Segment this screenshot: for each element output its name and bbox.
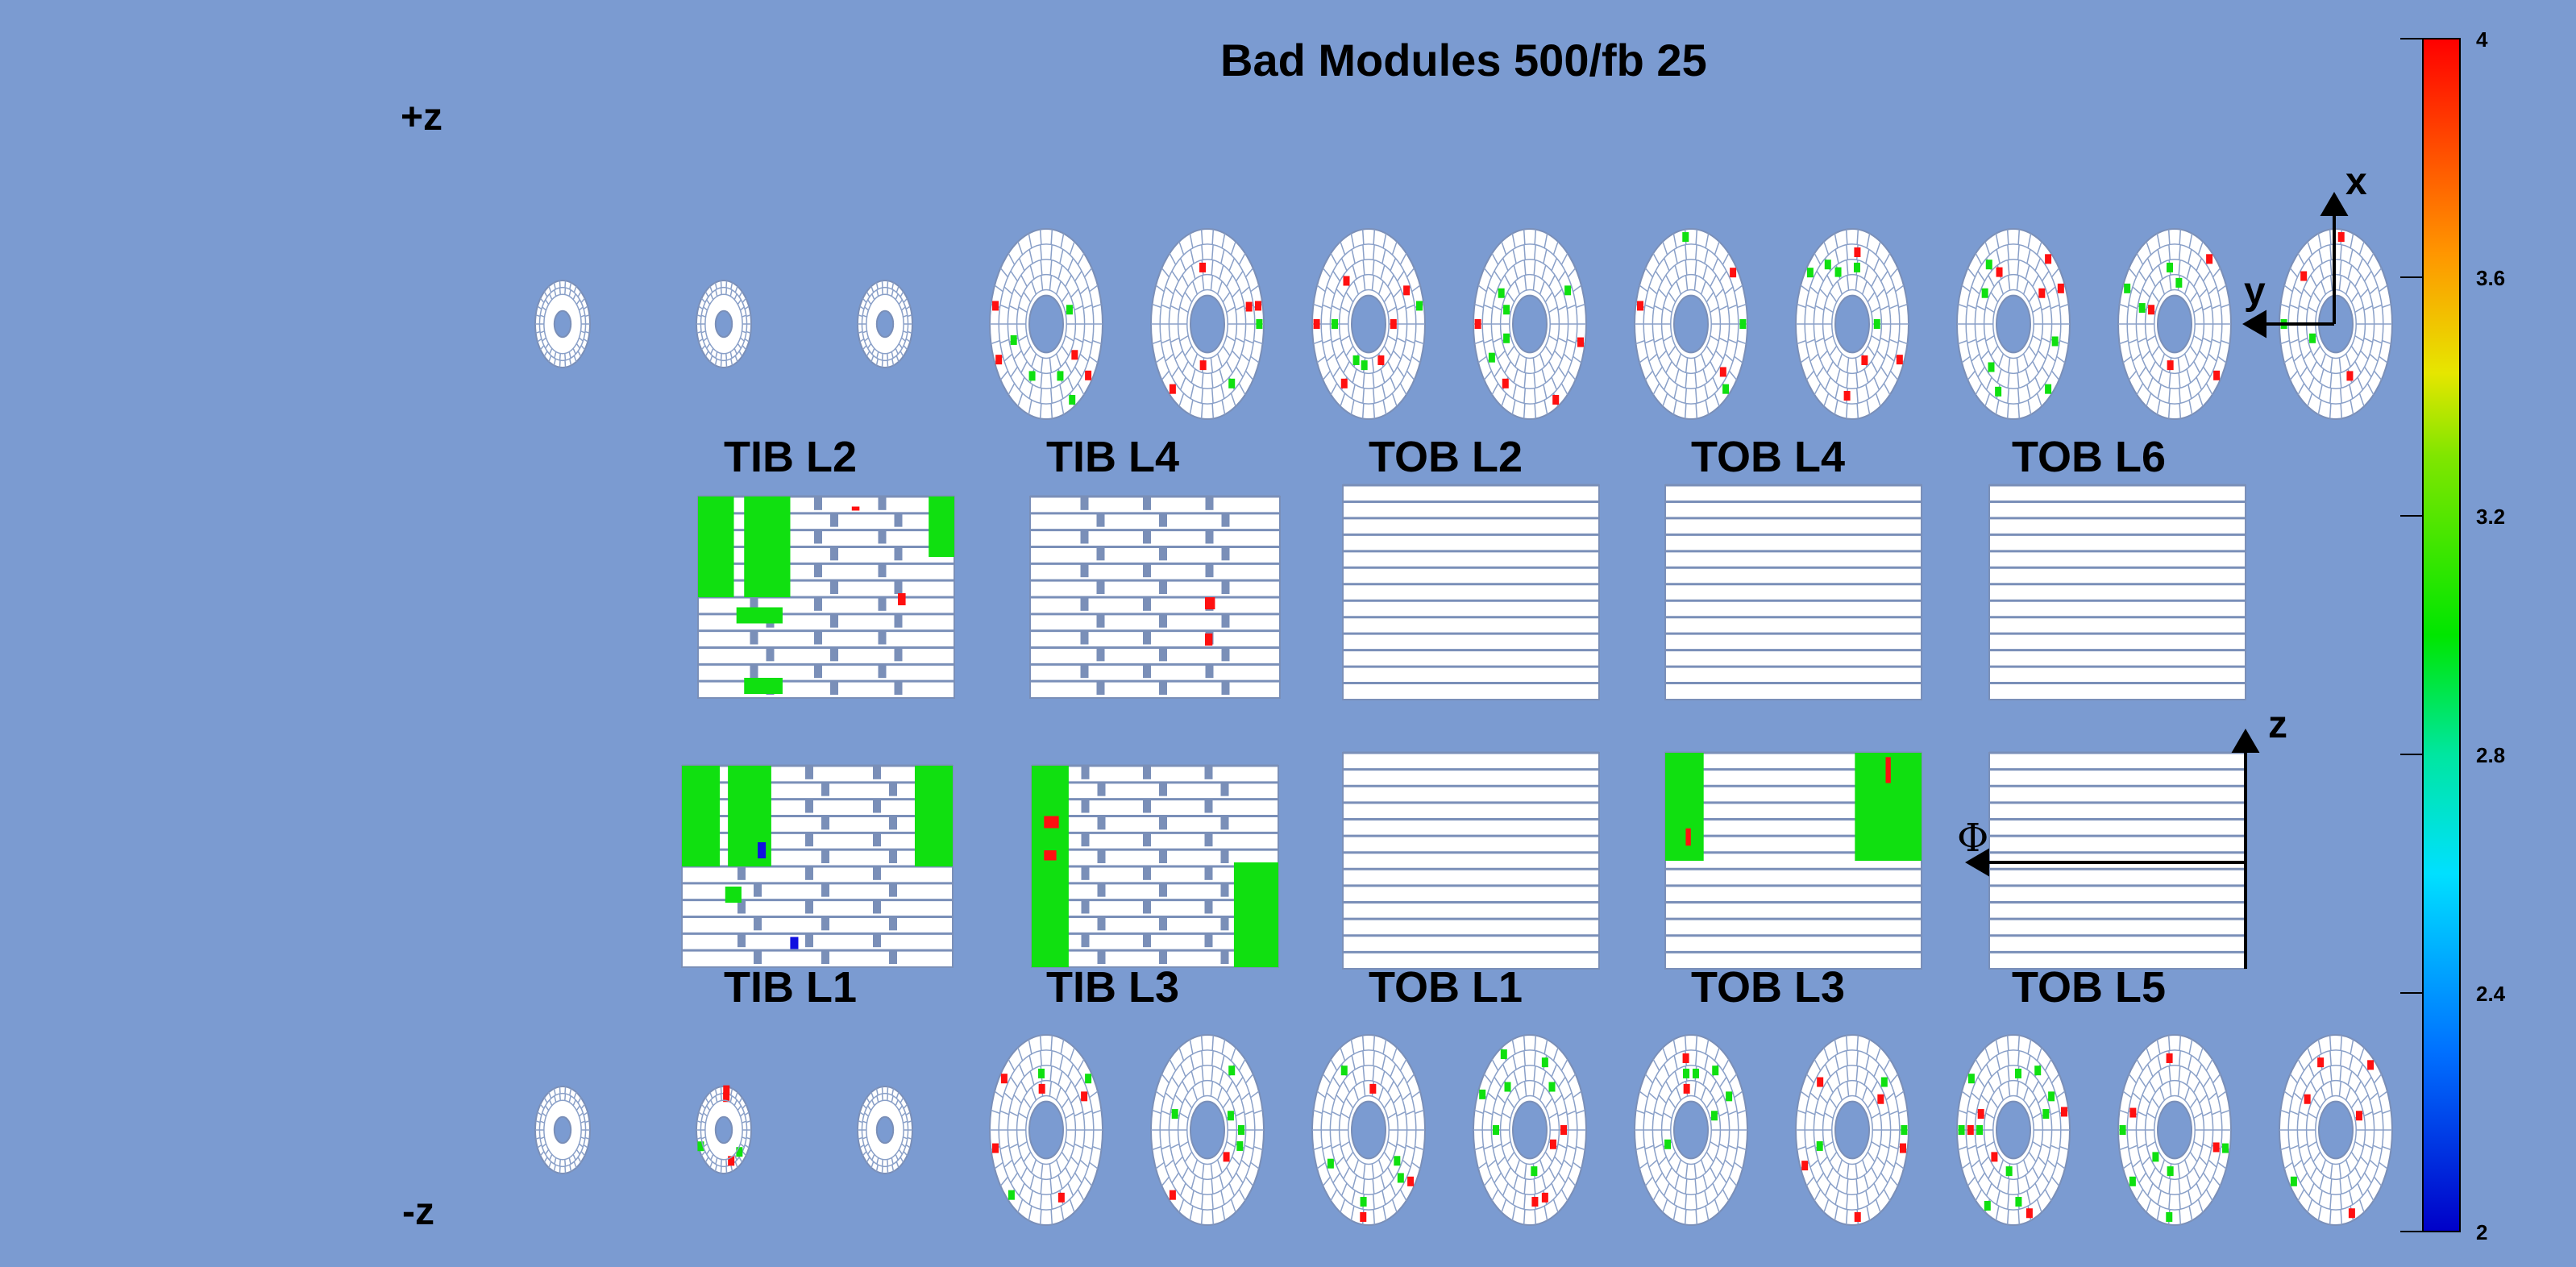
disk-minus-z-1 xyxy=(534,1086,591,1174)
disk-minus-z-8 xyxy=(1634,1034,1748,1226)
axis-phi-label: Φ xyxy=(1957,816,1989,861)
disk-minus-z-4 xyxy=(989,1034,1103,1226)
minus-z-label: -z xyxy=(402,1190,434,1233)
colorbar-tick-2: 2 xyxy=(2476,1220,2488,1244)
disk-plus-z-3 xyxy=(857,280,913,368)
disk-plus-z-11 xyxy=(2117,228,2232,420)
disk-plus-z-8 xyxy=(1634,228,1748,420)
disk-plus-z-7 xyxy=(1473,228,1587,420)
layer-label-tib-l1: TIB L1 xyxy=(724,963,858,1012)
barrel-tib-l2 xyxy=(697,495,955,699)
barrel-tob-l3 xyxy=(1664,751,1922,970)
disk-plus-z-2 xyxy=(696,280,752,368)
chart-title: Bad Modules 500/fb 25 xyxy=(1220,35,1707,85)
disk-plus-z-10 xyxy=(1956,228,2071,420)
plus-z-label: +z xyxy=(401,96,443,139)
colorbar-tick-4: 4 xyxy=(2476,27,2488,52)
barrel-tib-l1 xyxy=(681,764,954,968)
colorbar-tick-3-6: 3.6 xyxy=(2476,266,2506,290)
axis-z-label: z xyxy=(2268,704,2287,746)
disk-plus-z-6 xyxy=(1311,228,1426,420)
layer-label-tob-l2: TOB L2 xyxy=(1369,433,1523,481)
barrel-tob-l1 xyxy=(1342,751,1600,970)
barrel-tob-l4 xyxy=(1664,484,1922,700)
barrel-tib-l3 xyxy=(1031,764,1279,968)
disk-minus-z-5 xyxy=(1150,1034,1265,1226)
layer-label-tib-l2: TIB L2 xyxy=(724,433,858,481)
layer-label-tob-l3: TOB L3 xyxy=(1691,963,1846,1012)
barrel-tib-l4 xyxy=(1029,495,1281,699)
disk-plus-z-9 xyxy=(1795,228,1909,420)
disk-minus-z-12 xyxy=(2279,1034,2393,1226)
colorbar xyxy=(2422,38,2461,1232)
axis-arrows xyxy=(1965,192,2349,969)
disk-minus-z-11 xyxy=(2117,1034,2232,1226)
disk-plus-z-5 xyxy=(1150,228,1265,420)
disk-minus-z-2 xyxy=(696,1085,752,1174)
layer-label-tob-l4: TOB L4 xyxy=(1691,433,1846,481)
layer-label-tob-l5: TOB L5 xyxy=(2012,963,2167,1012)
disk-minus-z-9 xyxy=(1795,1034,1909,1226)
disk-plus-z-1 xyxy=(534,280,591,368)
disk-plus-z-4 xyxy=(989,228,1103,420)
layer-label-tob-l1: TOB L1 xyxy=(1369,963,1523,1012)
disk-minus-z-7 xyxy=(1473,1034,1587,1226)
colorbar-tick-2-8: 2.8 xyxy=(2476,743,2506,767)
layer-label-tib-l3: TIB L3 xyxy=(1046,963,1180,1012)
colorbar-tick-2-4: 2.4 xyxy=(2476,982,2506,1006)
disk-minus-z-10 xyxy=(1956,1034,2071,1226)
barrel-tob-l6 xyxy=(1988,484,2246,700)
barrel-tob-l2 xyxy=(1342,484,1600,700)
disk-minus-z-6 xyxy=(1311,1034,1426,1226)
axis-x-label: x xyxy=(2345,160,2367,203)
layer-label-tib-l4: TIB L4 xyxy=(1046,433,1180,481)
layer-label-tob-l6: TOB L6 xyxy=(2012,433,2167,481)
disk-minus-z-3 xyxy=(857,1086,913,1174)
axis-y-label: y xyxy=(2244,270,2266,313)
colorbar-tick-3-2: 3.2 xyxy=(2476,505,2506,529)
